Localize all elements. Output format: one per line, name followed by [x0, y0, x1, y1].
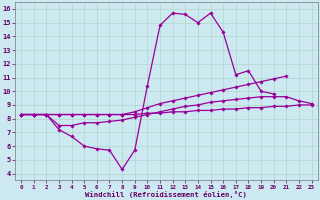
X-axis label: Windchill (Refroidissement éolien,°C): Windchill (Refroidissement éolien,°C) [85, 191, 247, 198]
